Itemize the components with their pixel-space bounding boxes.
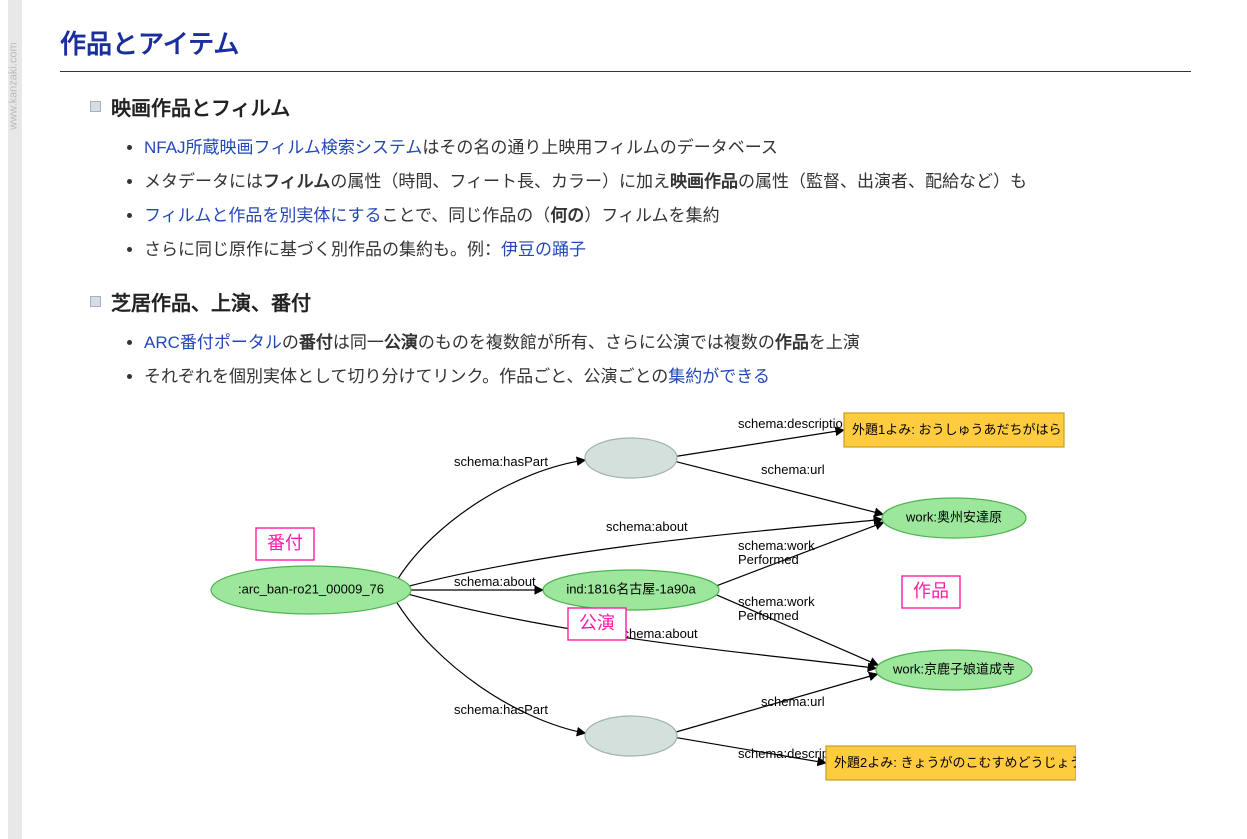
node-label: work:京鹿子娘道成寺 — [891, 661, 1014, 676]
list-item: メタデータにはフィルムの属性（時間、フィート長、カラー）に加え映画作品の属性（監… — [144, 165, 1191, 199]
graph-edge — [676, 430, 843, 456]
text: ）フィルムを集約 — [584, 206, 719, 225]
edge-label: schema:hasPart — [454, 454, 548, 469]
section-theatre: 芝居作品、上演、番付 ARC番付ポータルの番付は同一公演のものを複数館が所有、さ… — [90, 287, 1191, 394]
edge-label: Performed — [738, 552, 799, 567]
text: のものを複数館が所有、さらに公演では複数の — [418, 333, 775, 352]
edge-label: schema:about — [606, 519, 688, 534]
node-label: ind:1816名古屋-1a90a — [566, 581, 696, 596]
edge-label: Performed — [738, 608, 799, 623]
node-label: :arc_ban-ro21_00009_76 — [237, 581, 383, 596]
link-arc-portal[interactable]: ARC番付ポータル — [144, 333, 282, 352]
edge-label: schema:description — [738, 416, 850, 431]
bold-text: 作品 — [775, 333, 809, 352]
text: の属性（監督、出演者、配給など）も — [738, 172, 1027, 191]
node-label: work:奥州安達原 — [904, 509, 1001, 524]
list-item: それぞれを個別実体として切り分けてリンク。作品ごと、公演ごとの集約ができる — [144, 360, 1191, 394]
bold-text: フィルム — [263, 172, 330, 191]
text: ことで、同じ作品の（ — [382, 206, 551, 225]
annotation-tag-label: 作品 — [913, 581, 949, 601]
text: の属性（時間、フィート長、カラー）に加え — [330, 172, 670, 191]
bold-text: 映画作品 — [670, 172, 738, 191]
annotation-tag-label: 公演 — [579, 613, 615, 633]
list-item: フィルムと作品を別実体にすることで、同じ作品の（何の）フィルムを集約 — [144, 199, 1191, 233]
list-item: ARC番付ポータルの番付は同一公演のものを複数館が所有、さらに公演では複数の作品… — [144, 326, 1191, 360]
link-aggregate[interactable]: 集約ができる — [668, 367, 770, 386]
diagram-container: schema:hasPart schema:about schema:hasPart… — [60, 410, 1191, 800]
edge-label: schema:about — [616, 626, 698, 641]
annotation-tag-label: 番付 — [267, 533, 303, 553]
edge-label: schema:url — [761, 462, 825, 477]
text: を上演 — [809, 333, 860, 352]
text: は同一 — [333, 333, 384, 352]
section-film: 映画作品とフィルム NFAJ所蔵映画フィルム検索システムはその名の通り上映用フィ… — [90, 92, 1191, 267]
bullet-list: ARC番付ポータルの番付は同一公演のものを複数館が所有、さらに公演では複数の作品… — [144, 326, 1191, 394]
edge-label: schema:work — [738, 538, 815, 553]
rdf-graph-diagram: schema:hasPart schema:about schema:hasPart… — [176, 410, 1076, 800]
edge-label: schema:work — [738, 594, 815, 609]
bullet-list: NFAJ所蔵映画フィルム検索システムはその名の通り上映用フィルムのデータベース … — [144, 131, 1191, 267]
link-nfaj[interactable]: NFAJ所蔵映画フィルム検索システム — [144, 138, 422, 157]
edge-label: schema:about — [454, 574, 536, 589]
edge-label: schema:url — [761, 694, 825, 709]
link-film-entity[interactable]: フィルムと作品を別実体にする — [144, 206, 382, 225]
edge-label: schema:hasPart — [454, 702, 548, 717]
slide-page: 作品とアイテム 映画作品とフィルム NFAJ所蔵映画フィルム検索システムはその名… — [0, 0, 1247, 824]
box-label: 外題1よみ: おうしゅうあだちがはら — [852, 422, 1061, 437]
bold-text: 公演 — [384, 333, 418, 352]
section-heading: 芝居作品、上演、番付 — [90, 287, 1191, 316]
box-label: 外題2よみ: きょうがのこむすめどうじょうじ — [834, 755, 1076, 770]
text: それぞれを個別実体として切り分けてリンク。作品ごと、公演ごとの — [144, 367, 668, 386]
graph-edge — [398, 460, 585, 578]
link-izu[interactable]: 伊豆の踊子 — [501, 240, 586, 259]
section-title: 映画作品とフィルム — [111, 92, 290, 121]
list-item: さらに同じ原作に基づく別作品の集約も。例：伊豆の踊子 — [144, 233, 1191, 267]
text: さらに同じ原作に基づく別作品の集約も。例： — [144, 240, 501, 259]
graph-node-blank2 — [585, 716, 677, 756]
section-title: 芝居作品、上演、番付 — [111, 287, 311, 316]
list-item: NFAJ所蔵映画フィルム検索システムはその名の通り上映用フィルムのデータベース — [144, 131, 1191, 165]
bold-text: 番付 — [299, 333, 333, 352]
square-bullet-icon — [90, 101, 101, 112]
graph-node-blank1 — [585, 438, 677, 478]
page-title: 作品とアイテム — [60, 24, 1191, 72]
text: の — [282, 333, 299, 352]
section-heading: 映画作品とフィルム — [90, 92, 1191, 121]
text: メタデータには — [144, 172, 263, 191]
text: はその名の通り上映用フィルムのデータベース — [422, 138, 777, 157]
square-bullet-icon — [90, 296, 101, 307]
bold-text: 何の — [550, 206, 584, 225]
